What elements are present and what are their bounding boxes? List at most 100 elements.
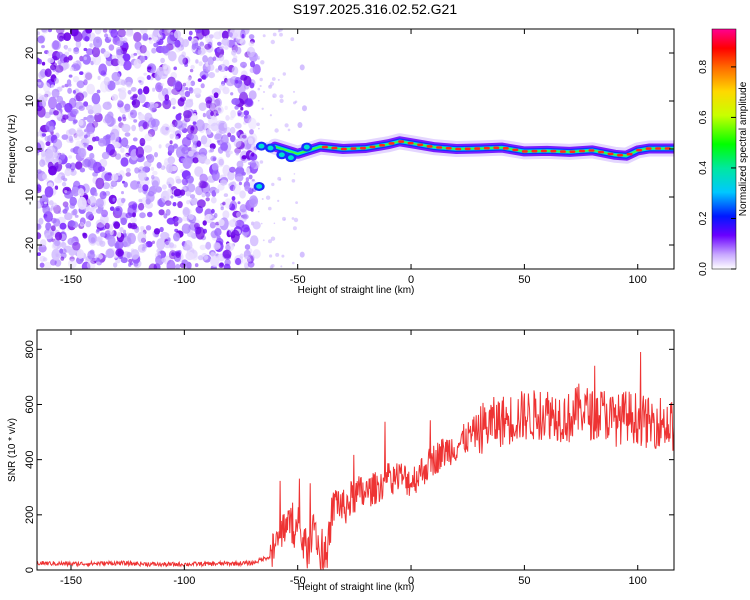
- heatmap-noise-speckle: [51, 225, 56, 232]
- heatmap-noise-speckle: [121, 191, 124, 195]
- heatmap-noise-speckle: [70, 162, 76, 171]
- heatmap-noise-speckle: [217, 41, 222, 46]
- heatmap-noise-speckle: [251, 178, 255, 182]
- heatmap-noise-speckle: [249, 129, 254, 135]
- heatmap-noise-speckle: [186, 183, 196, 193]
- heatmap-noise-speckle: [112, 197, 116, 202]
- heatmap-noise-speckle: [138, 80, 142, 83]
- heatmap-noise-speckle: [154, 152, 158, 158]
- heatmap-noise-speckle: [146, 153, 155, 163]
- heatmap-noise-speckle: [166, 163, 174, 174]
- heatmap-track-max: [636, 148, 643, 152]
- heatmap-noise-speckle: [167, 156, 176, 165]
- heatmap-track-max: [426, 145, 433, 148]
- heatmap-noise-speckle: [199, 181, 208, 189]
- heatmap-noise-speckle: [102, 29, 108, 33]
- heatmap-noise-speckle: [198, 61, 203, 67]
- heatmap-noise-speckle: [194, 42, 199, 46]
- heatmap-track-max: [379, 144, 385, 147]
- heatmap-noise-speckle: [185, 190, 191, 197]
- heatmap-track-max: [607, 152, 614, 156]
- heatmap-noise-speckle: [190, 80, 196, 87]
- heatmap-noise-speckle: [175, 252, 181, 258]
- heatmap-noise-speckle: [108, 44, 115, 51]
- heatmap-noise-speckle: [52, 202, 58, 208]
- heatmap-noise-speckle: [75, 161, 83, 170]
- heatmap-noise-speckle: [260, 60, 265, 65]
- heatmap-y-axis: -20 -10 0 10 20: [24, 47, 674, 253]
- heatmap-noise-speckle: [50, 259, 57, 266]
- heatmap-noise-speckle: [51, 88, 60, 98]
- heatmap-noise-speckle: [190, 64, 195, 70]
- heatmap-noise-speckle: [85, 220, 92, 228]
- heatmap-noise-speckle: [218, 219, 225, 227]
- heatmap-noise-speckle: [211, 87, 221, 96]
- heatmap-noise-speckle: [181, 51, 186, 58]
- heatmap-noise-speckle: [88, 207, 93, 213]
- heatmap-track-max: [626, 152, 633, 156]
- heatmap-noise-speckle: [116, 48, 124, 56]
- heatmap-noise-speckle: [262, 34, 266, 38]
- heatmap-noise-speckle: [40, 239, 47, 248]
- heatmap-noise-speckle: [200, 83, 205, 89]
- heatmap-noise-speckle: [173, 30, 182, 39]
- heatmap-noise-speckle: [187, 231, 195, 238]
- heatmap-noise-speckle: [145, 116, 150, 122]
- heatmap-onset-blob: [267, 145, 274, 151]
- heatmap-noise-speckle: [105, 248, 115, 259]
- heatmap-noise-speckle: [64, 51, 70, 56]
- heatmap-track-max: [360, 146, 366, 150]
- heatmap-noise-speckle: [140, 226, 145, 230]
- heatmap-noise-speckle: [274, 128, 279, 133]
- heatmap-noise-speckle: [57, 159, 62, 165]
- heatmap-noise-speckle: [248, 90, 257, 100]
- heatmap-noise-speckle: [68, 74, 73, 78]
- heatmap-noise-speckle: [40, 150, 47, 157]
- heatmap-noise-speckle: [282, 72, 286, 76]
- heatmap-noise-speckle: [258, 127, 260, 130]
- heatmap-noise-speckle: [155, 186, 162, 193]
- heatmap-noise-speckle: [53, 218, 61, 227]
- snr-y-label: SNR (10 * v/v): [7, 418, 18, 482]
- heatmap-noise-speckle: [216, 47, 221, 53]
- colorbar-tick-label: 0.0: [698, 262, 709, 276]
- heatmap-noise-speckle: [92, 120, 99, 128]
- heatmap-track-max: [445, 147, 452, 150]
- heatmap-noise-speckle: [279, 32, 283, 37]
- heatmap-noise-speckle: [218, 262, 224, 269]
- heatmap-noise-speckle: [151, 176, 161, 188]
- heatmap-noise-speckle: [142, 33, 149, 41]
- heatmap-noise-speckle: [222, 201, 226, 206]
- heatmap-noise-speckle: [143, 72, 147, 76]
- heatmap-noise-speckle: [150, 129, 154, 133]
- heatmap-track-max: [407, 141, 414, 145]
- heatmap-noise-speckle: [63, 32, 72, 41]
- heatmap-noise-speckle: [195, 59, 199, 64]
- heatmap-noise-speckle: [219, 257, 224, 262]
- heatmap-noise-speckle: [212, 109, 219, 117]
- heatmap-noise-speckle: [181, 146, 191, 155]
- heatmap-noise-speckle: [91, 46, 101, 58]
- heatmap-noise-speckle: [261, 198, 264, 200]
- heatmap-noise-speckle: [66, 112, 77, 122]
- heatmap-noise-speckle: [77, 196, 87, 210]
- heatmap-noise-speckle: [64, 190, 68, 193]
- heatmap-noise-speckle: [224, 198, 233, 209]
- heatmap-noise-speckle: [37, 35, 45, 44]
- heatmap-noise-speckle: [174, 39, 181, 48]
- heatmap-noise-speckle: [182, 57, 189, 65]
- heatmap-noise-speckle: [262, 239, 265, 242]
- snr-x-tick-label: -50: [290, 575, 306, 587]
- heatmap-noise-speckle: [244, 185, 250, 192]
- heatmap-noise-speckle: [230, 92, 234, 96]
- heatmap-noise-speckle: [219, 179, 228, 186]
- snr-x-tick-label: 100: [629, 575, 647, 587]
- heatmap-noise-speckle: [78, 143, 85, 149]
- heatmap-noise-speckle: [207, 64, 215, 71]
- heatmap-noise-speckle: [240, 106, 244, 111]
- heatmap-noise-speckle: [159, 29, 165, 36]
- heatmap-noise-speckle: [174, 216, 183, 224]
- heatmap-track-max: [569, 150, 576, 153]
- heatmap-noise-speckle: [113, 221, 121, 229]
- heatmap-noise-speckle: [230, 126, 236, 134]
